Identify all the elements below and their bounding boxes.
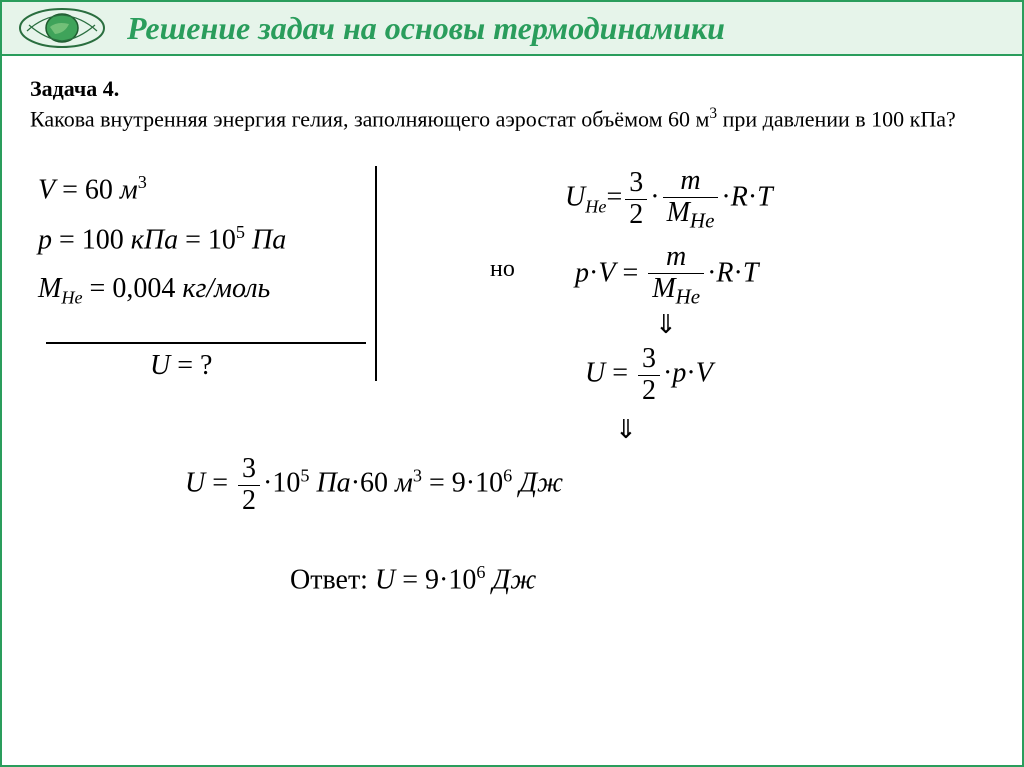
slide-header: Решение задач на основы термодинамики bbox=[2, 2, 1022, 56]
problem-text-1: Какова внутренняя энергия гелия, заполня… bbox=[30, 106, 709, 131]
given-pressure: p = 100 кПа = 105 Па bbox=[38, 222, 368, 256]
work-area: V = 60 м3 p = 100 кПа = 105 Па MHe = 0,0… bbox=[30, 172, 994, 692]
problem-statement: Какова внутренняя энергия гелия, заполня… bbox=[30, 104, 994, 134]
given-block: V = 60 м3 p = 100 кПа = 105 Па MHe = 0,0… bbox=[38, 172, 368, 324]
arrow-down-2: ⇓ bbox=[615, 417, 637, 443]
given-divider-horizontal bbox=[46, 342, 366, 344]
answer-row: Ответ: U = 9·106 Дж bbox=[290, 562, 536, 596]
logo bbox=[12, 6, 112, 50]
content-area: Задача 4. Какова внутренняя энергия гели… bbox=[2, 56, 1022, 712]
equation-ideal-gas: p·V = mMHe·R·T bbox=[575, 242, 758, 308]
problem-exp: 3 bbox=[709, 105, 717, 122]
arrow-down-1: ⇓ bbox=[655, 312, 677, 338]
given-find: U = ? bbox=[150, 350, 212, 382]
problem-label: Задача 4. bbox=[30, 76, 994, 102]
given-divider-vertical bbox=[375, 166, 377, 381]
equation-internal-energy: UHe=32·mMHe·R·T bbox=[565, 166, 773, 232]
equation-numeric: U = 32·105 Па·60 м3 = 9·106 Дж bbox=[185, 454, 563, 517]
but-label: но bbox=[490, 256, 515, 283]
equation-u-pv: U = 32·p·V bbox=[585, 344, 713, 407]
given-molar-mass: MHe = 0,004 кг/моль bbox=[38, 273, 368, 309]
slide-title: Решение задач на основы термодинамики bbox=[127, 10, 725, 47]
problem-text-2: при давлении в 100 кПа? bbox=[717, 106, 956, 131]
given-volume: V = 60 м3 bbox=[38, 172, 368, 206]
